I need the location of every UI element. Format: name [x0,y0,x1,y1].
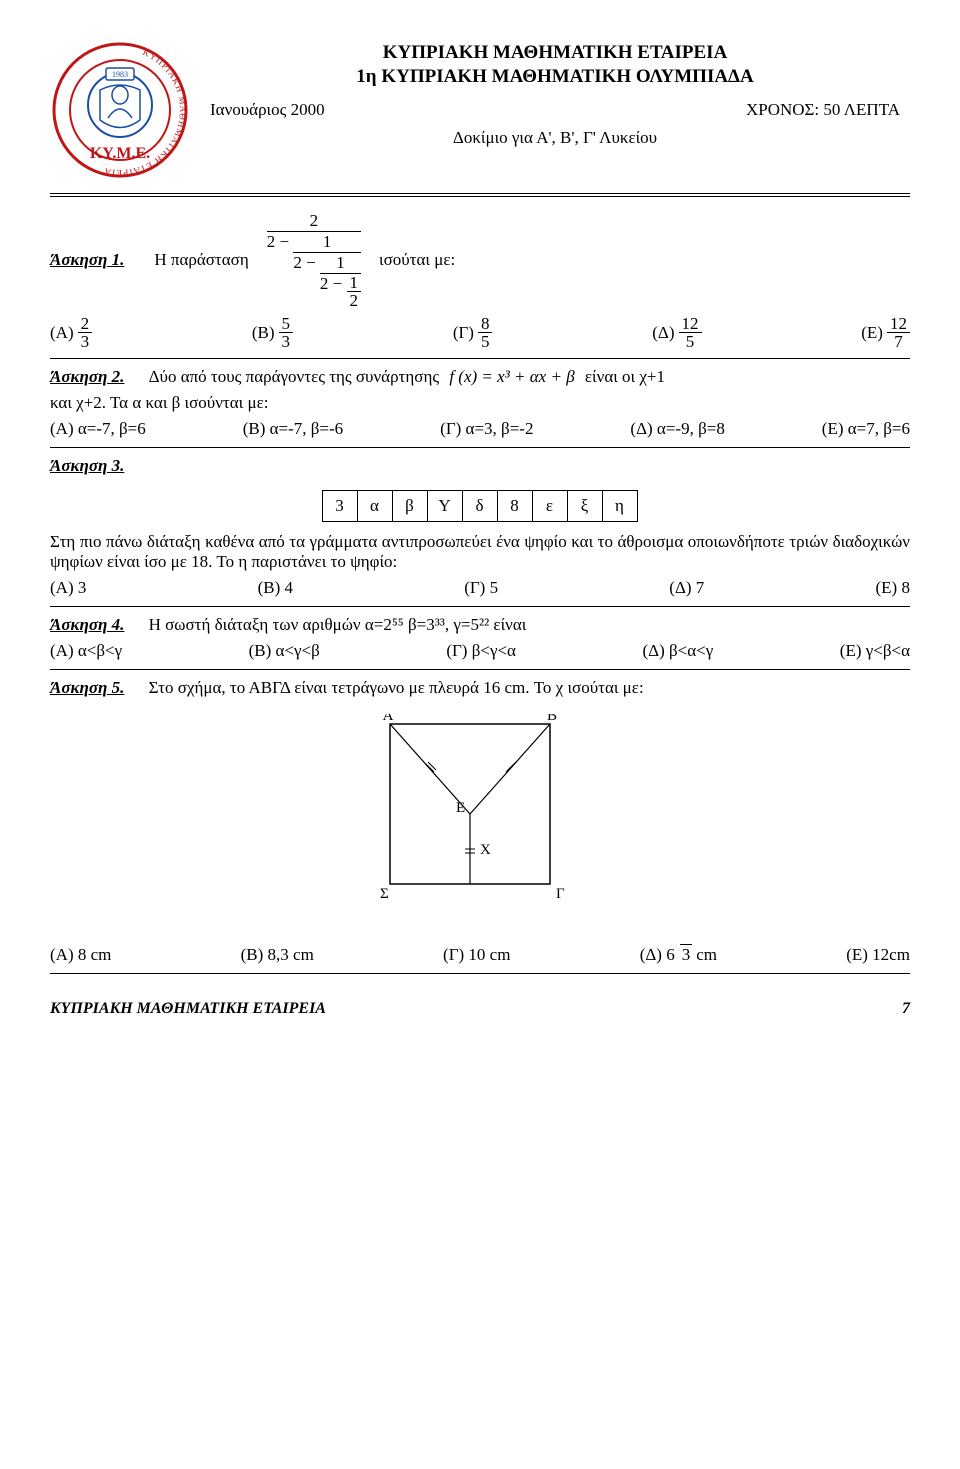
svg-text:Γ: Γ [556,886,565,902]
ex1-choice-e: (Ε) 127 [861,315,910,350]
ex5-choice-a: (Α) 8 cm [50,944,111,965]
svg-text:Σ: Σ [380,886,389,902]
ex3-choice-d: (Δ) 7 [669,578,704,598]
exam-level: Δοκίμιο για Α', Β', Γ' Λυκείου [200,128,910,148]
header: ΚΥΠΡΙΑΚΗ ΜΑΘΗΜΑΤΙΚΗ ΕΤΑΙΡΕΙΑ 1983 KY.M.E… [50,40,910,185]
ex5-label: Άσκηση 5. [50,678,124,697]
digit-cell: Υ [427,490,463,522]
ex1-prompt-a: Η παράσταση [154,250,248,270]
ex3-choice-c: (Γ) 5 [464,578,498,598]
ex3-choice-e: (Ε) 8 [876,578,910,598]
rule-4 [50,669,910,670]
digit-cell: 8 [497,490,533,522]
ex5-choice-c: (Γ) 10 cm [443,944,510,965]
ex5-choices: (Α) 8 cm (Β) 8,3 cm (Γ) 10 cm (Δ) 63 cm … [50,944,910,965]
svg-text:Β: Β [547,714,557,724]
ex2-choices: (Α) α=-7, β=6 (Β) α=-7, β=-6 (Γ) α=3, β=… [50,419,910,439]
ex4-choice-c: (Γ) β<γ<α [446,641,516,661]
ex4-choice-b: (Β) α<γ<β [249,641,320,661]
svg-text:Ε: Ε [456,800,465,816]
ex2-choice-d: (Δ) α=-9, β=8 [630,419,724,439]
rule-1 [50,358,910,359]
ex4-text: Η σωστή διάταξη των αριθμών α=2⁵⁵ β=3³³,… [149,615,527,634]
ex2-choice-b: (Β) α=-7, β=-6 [243,419,343,439]
ex3-label: Άσκηση 3. [50,456,124,475]
ex2-label: Άσκηση 2. [50,367,124,386]
svg-text:1983: 1983 [112,70,128,79]
ex5-choice-b: (Β) 8,3 cm [241,944,314,965]
svg-text:KY.M.E.: KY.M.E. [90,145,150,162]
exercise-3: Άσκηση 3. [50,456,910,476]
ex3-choice-a: (Α) 3 [50,578,86,598]
header-rule [50,193,910,197]
svg-text:Χ: Χ [480,842,491,858]
ex2-text-c: και χ+2. Τα α και β ισούνται με: [50,393,910,413]
digit-cell: ε [532,490,568,522]
ex4-choice-e: (Ε) γ<β<α [840,641,910,661]
exercise-5: Άσκηση 5. Στο σχήμα, το ΑΒΓΔ είναι τετρά… [50,678,910,698]
ex1-choice-c: (Γ) 85 [453,315,493,350]
ex2-formula: f (x) = x³ + αx + β [449,367,574,386]
digit-cell: ξ [567,490,603,522]
ex2-text-b: είναι οι χ+1 [585,367,665,386]
digit-cell: α [357,490,393,522]
exercise-4: Άσκηση 4. Η σωστή διάταξη των αριθμών α=… [50,615,910,635]
exam-date: Ιανουάριος 2000 [210,100,325,120]
ex2-choice-a: (Α) α=-7, β=6 [50,419,146,439]
ex4-choice-d: (Δ) β<α<γ [643,641,714,661]
ex5-figure: Α Β Γ Σ Ε Χ [350,714,610,934]
event-title: 1η ΚΥΠΡΙΑΚΗ ΜΑΘΗΜΑΤΙΚΗ ΟΛΥΜΠΙΑΔΑ [200,66,910,88]
ex5-choice-e: (Ε) 12cm [846,944,910,965]
org-title: ΚΥΠΡΙΑΚΗ ΜΑΘΗΜΑΤΙΚΗ ΕΤΑΙΡΕΙΑ [200,42,910,64]
ex4-choices: (Α) α<β<γ (Β) α<γ<β (Γ) β<γ<α (Δ) β<α<γ … [50,641,910,661]
exercise-1: Άσκηση 1. Η παράσταση 2 2 − 1 2 − 1 2 − … [50,211,910,309]
rule-5 [50,973,910,974]
ex2-text-a: Δύο από τους παράγοντες της συνάρτησης [149,367,439,386]
ex1-fraction: 2 2 − 1 2 − 1 2 − 12 [267,211,361,309]
rule-2 [50,447,910,448]
ex3-choices: (Α) 3 (Β) 4 (Γ) 5 (Δ) 7 (Ε) 8 [50,578,910,598]
org-logo: ΚΥΠΡΙΑΚΗ ΜΑΘΗΜΑΤΙΚΗ ΕΤΑΙΡΕΙΑ 1983 KY.M.E… [50,40,190,185]
ex1-choice-a: (Α) 23 [50,315,92,350]
svg-text:Α: Α [383,714,394,724]
exercise-2: Άσκηση 2. Δύο από τους παράγοντες της συ… [50,367,910,387]
ex1-label: Άσκηση 1. [50,250,124,270]
ex1-choice-b: (Β) 53 [252,315,293,350]
ex3-digit-boxes: 3 α β Υ δ 8 ε ξ η [50,490,910,522]
ex3-paragraph: Στη πιο πάνω διάταξη καθένα από τα γράμμ… [50,532,910,572]
ex4-choice-a: (Α) α<β<γ [50,641,122,661]
digit-cell: β [392,490,428,522]
ex3-choice-b: (Β) 4 [258,578,293,598]
ex5-choice-d: (Δ) 63 cm [640,944,717,965]
page-footer: ΚΥΠΡΙΑΚΗ ΜΑΘΗΜΑΤΙΚΗ ΕΤΑΙΡΕΙΑ 7 [50,1000,910,1018]
ex2-choice-c: (Γ) α=3, β=-2 [440,419,533,439]
footer-page-number: 7 [902,1000,910,1018]
ex1-choices: (Α) 23 (Β) 53 (Γ) 85 (Δ) 125 (Ε) 127 [50,315,910,350]
ex1-choice-d: (Δ) 125 [652,315,701,350]
footer-left: ΚΥΠΡΙΑΚΗ ΜΑΘΗΜΑΤΙΚΗ ΕΤΑΙΡΕΙΑ [50,1000,326,1018]
digit-cell: η [602,490,638,522]
digit-cell: 3 [322,490,358,522]
ex5-text: Στο σχήμα, το ΑΒΓΔ είναι τετράγωνο με πλ… [149,678,644,697]
rule-3 [50,606,910,607]
ex4-label: Άσκηση 4. [50,615,124,634]
ex2-choice-e: (Ε) α=7, β=6 [822,419,910,439]
exam-time: ΧΡΟΝΟΣ: 50 ΛΕΠΤΑ [746,100,900,120]
digit-cell: δ [462,490,498,522]
ex1-prompt-b: ισούται με: [379,250,455,270]
